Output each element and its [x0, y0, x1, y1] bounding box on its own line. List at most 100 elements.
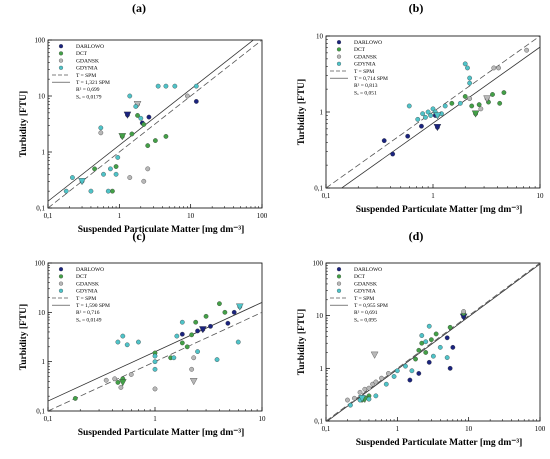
data-point — [88, 188, 94, 194]
series-gdynia — [348, 323, 450, 408]
mean-triangle — [433, 112, 442, 120]
data-point — [127, 93, 133, 99]
legend-label: T = SPM — [76, 73, 96, 79]
legend-label: T = SPM — [354, 69, 374, 75]
data-point — [348, 402, 353, 408]
chart-panel-2: 0,1 1 10 0,1 1 10 (b) Suspended Particulate Mat… — [297, 1, 544, 215]
data-point — [370, 381, 375, 387]
y-axis-label: Turbidity [FTU] — [19, 304, 29, 370]
data-point — [415, 116, 421, 122]
legend-label: DARLOWO — [354, 40, 382, 46]
y-tick-label: 10 — [316, 312, 324, 320]
data-point — [193, 99, 199, 104]
data-point — [136, 339, 141, 345]
legend-marker — [58, 281, 64, 286]
data-point — [501, 90, 507, 95]
data-point — [120, 333, 126, 339]
data-point — [179, 340, 185, 346]
legend-label: GDYNIA — [76, 66, 98, 72]
data-point — [437, 345, 443, 350]
data-point — [174, 333, 180, 339]
legend-marker — [336, 40, 342, 45]
data-point — [231, 309, 237, 315]
x-tick-label: 10 — [259, 415, 267, 423]
data-point — [195, 328, 200, 334]
data-point — [113, 171, 119, 177]
data-point — [386, 371, 391, 376]
data-point — [214, 357, 220, 362]
data-point — [113, 164, 119, 169]
data-point — [145, 166, 151, 172]
x-tick-label: 0,1 — [322, 425, 331, 433]
legend-marker — [58, 58, 64, 63]
data-point — [465, 65, 470, 71]
data-point — [108, 166, 113, 172]
data-point — [496, 65, 501, 71]
data-point — [490, 92, 495, 97]
data-point — [152, 353, 158, 359]
x-tick-label: 1 — [118, 212, 122, 220]
legend-label: GDANSK — [354, 281, 377, 287]
data-point — [179, 331, 185, 337]
data-point — [115, 339, 121, 345]
legend-label: R² = 0,691 — [354, 310, 378, 316]
x-tick-label: 100 — [535, 425, 546, 433]
legend-label: R² = 0,813 — [354, 83, 378, 89]
regression-line — [48, 40, 255, 202]
data-point — [419, 340, 425, 346]
y-tick-label: 0,1 — [36, 408, 45, 416]
data-point — [430, 353, 436, 359]
panel-title: (d) — [409, 229, 424, 243]
legend-label: GDANSK — [354, 54, 377, 60]
legend-label: R² = 0,716 — [76, 310, 100, 316]
legend-label: GDYNIA — [354, 62, 376, 68]
legend-marker — [336, 54, 342, 59]
data-point — [457, 100, 463, 106]
mean-triangle — [199, 326, 207, 334]
data-point — [442, 103, 448, 109]
data-point — [63, 188, 69, 194]
legend-label: T = SPM — [354, 296, 374, 302]
data-point — [98, 125, 104, 131]
x-tick-label: 1 — [431, 192, 435, 200]
mean-triangle — [118, 133, 127, 141]
data-point — [497, 100, 503, 106]
regression-line — [340, 46, 540, 188]
data-point — [444, 355, 450, 360]
data-point — [92, 166, 97, 172]
data-point — [390, 151, 396, 157]
data-point — [112, 376, 118, 382]
legend-label: GDYNIA — [354, 289, 376, 295]
legend-marker — [336, 274, 342, 279]
series-gdansk — [98, 93, 190, 184]
series-darlowo — [123, 99, 199, 126]
y-axis-label: Turbidity [FTU] — [297, 79, 307, 145]
series-gdynia — [63, 83, 199, 194]
data-point — [225, 320, 231, 326]
y-tick-label: 0,1 — [314, 418, 323, 426]
data-point — [163, 83, 169, 89]
data-point — [146, 114, 152, 120]
plot-area — [48, 301, 262, 411]
data-point — [381, 138, 387, 144]
chart-panel-4: 0,1 1 10 100 0,1 1 10 100 (d) Suspended Particula… — [297, 229, 546, 448]
data-point — [124, 342, 130, 348]
series-dct — [92, 113, 169, 194]
series-gdansk — [467, 47, 530, 112]
data-point — [383, 381, 389, 387]
legend-label: T = 0,955 SPM — [354, 303, 388, 309]
x-tick-label: 100 — [257, 212, 268, 220]
legend-marker — [58, 267, 64, 272]
series-dct — [449, 90, 507, 118]
legend-label: T = 0,714 SPM — [354, 76, 388, 82]
x-tick-label: 1 — [153, 415, 157, 423]
data-point — [462, 94, 468, 99]
data-point — [101, 171, 106, 177]
data-point — [467, 75, 473, 81]
data-point — [163, 134, 169, 139]
data-point — [115, 380, 121, 385]
legend-label: DARLOWO — [76, 44, 104, 50]
x-tick-label: 10 — [187, 212, 195, 220]
series-gdansk — [345, 309, 467, 403]
data-point — [423, 350, 429, 355]
